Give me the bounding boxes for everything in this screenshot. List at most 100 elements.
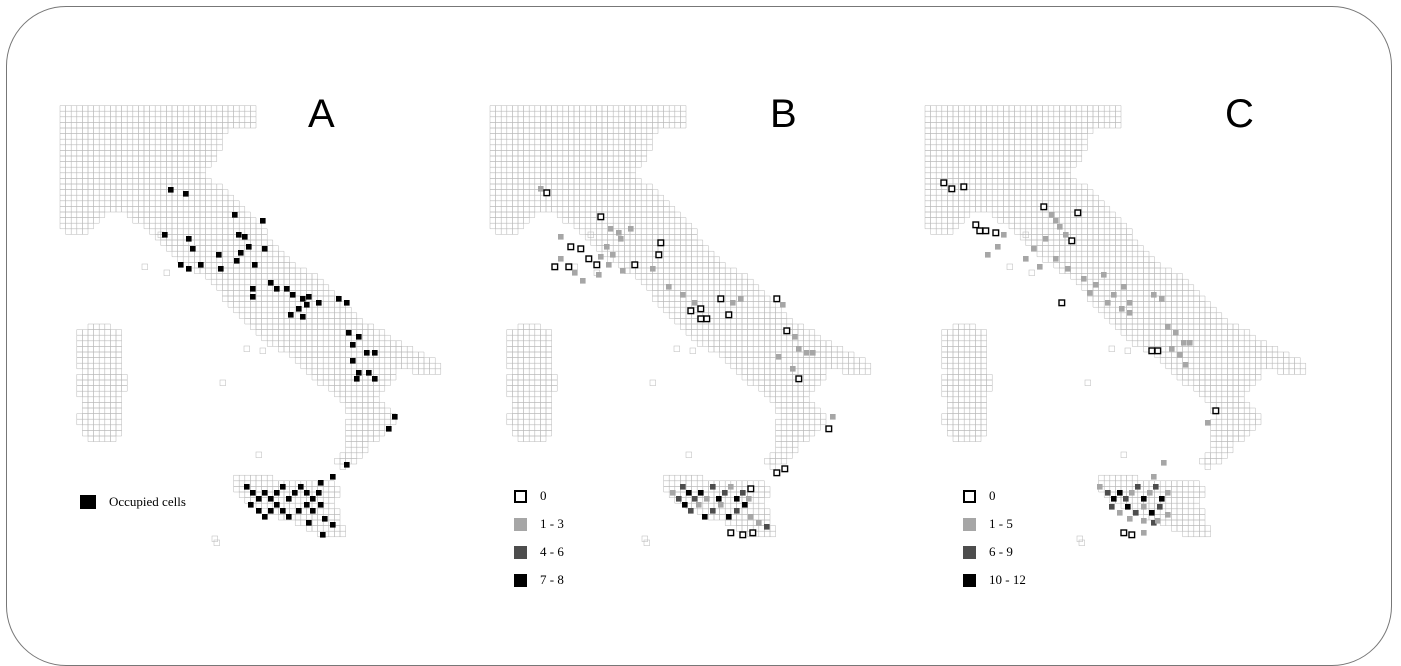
legend-label: 0: [989, 488, 996, 503]
shaded-cell: [1165, 512, 1171, 518]
island-cell: [643, 539, 650, 546]
shaded-cell: [306, 294, 312, 300]
shaded-cell: [580, 278, 586, 284]
island-cell: [1124, 347, 1131, 354]
shaded-cell: [676, 496, 682, 502]
zero-cell: [795, 375, 803, 383]
shaded-cell: [1151, 292, 1157, 298]
shaded-cell: [702, 514, 708, 520]
shaded-cell: [238, 250, 244, 256]
shaded-cell: [620, 268, 626, 274]
grid-lines: [489, 105, 872, 538]
shaded-cell: [198, 262, 204, 268]
shaded-cell: [1123, 496, 1129, 502]
shaded-cell: [1173, 330, 1179, 336]
zero-cell: [567, 243, 575, 251]
shaded-cell: [1097, 484, 1103, 490]
zero-cell: [697, 315, 705, 323]
shaded-cell: [1111, 292, 1117, 298]
shaded-cell: [688, 508, 694, 514]
shaded-cell: [386, 426, 392, 432]
grid-lines: [59, 105, 442, 538]
shaded-cell: [1109, 504, 1115, 510]
shaded-cell: [168, 187, 174, 193]
shaded-cell: [236, 232, 242, 238]
shaded-cell: [692, 300, 698, 306]
shaded-cell: [268, 508, 274, 514]
grid-cells: [489, 105, 872, 538]
zero-cell: [982, 227, 990, 235]
shaded-cell: [1161, 460, 1167, 466]
shaded-cell: [344, 300, 350, 306]
legend-item: 0: [514, 482, 564, 510]
shaded-cell: [1023, 256, 1029, 262]
shaded-cell: [1031, 246, 1037, 252]
zero-cell: [1068, 237, 1076, 245]
shaded-cell: [318, 480, 324, 486]
shaded-cell: [1159, 496, 1165, 502]
shaded-cell: [1081, 276, 1087, 282]
shaded-cell: [734, 496, 740, 502]
shaded-cell: [304, 502, 310, 508]
shaded-cell: [746, 496, 752, 502]
panel-letter-a: A: [308, 92, 335, 136]
shaded-cell: [1141, 496, 1147, 502]
legend-swatch: [514, 573, 527, 587]
shaded-cell: [718, 502, 724, 508]
legend-label: 1 - 5: [989, 516, 1013, 531]
zero-cell: [697, 305, 705, 313]
shaded-cell: [558, 256, 564, 262]
zero-cell: [585, 255, 593, 263]
panel-letter-c: C: [1225, 92, 1254, 136]
shaded-cell: [344, 462, 350, 468]
island-cell: [1022, 231, 1029, 238]
shaded-cell: [604, 244, 610, 250]
shaded-cell: [1057, 224, 1063, 230]
shaded-cell: [1181, 340, 1187, 346]
legend-item: Occupied cells: [80, 488, 186, 516]
legend-b: 0 1 - 3 4 - 6 7 - 8: [514, 482, 564, 594]
shaded-cell: [618, 236, 624, 242]
shaded-cell: [284, 286, 290, 292]
shaded-cell: [252, 262, 258, 268]
shaded-cell: [1133, 510, 1139, 516]
island-cell: [1006, 263, 1013, 270]
grid-lines: [924, 105, 1307, 538]
shaded-cell: [186, 236, 192, 242]
shaded-cell: [356, 370, 362, 376]
island-cell: [689, 347, 696, 354]
shaded-cell: [366, 370, 372, 376]
shaded-cell: [330, 474, 336, 480]
shaded-cell: [796, 346, 802, 352]
shaded-cell: [310, 496, 316, 502]
shaded-cell: [1053, 256, 1059, 262]
shaded-cell: [1153, 484, 1159, 490]
shaded-cell: [710, 508, 716, 514]
shaded-cell: [372, 350, 378, 356]
island-cell: [1028, 269, 1035, 276]
shaded-cell: [830, 414, 836, 420]
shaded-cell: [372, 376, 378, 382]
shaded-cell: [1043, 236, 1049, 242]
shaded-cell: [218, 266, 224, 272]
shaded-cell: [250, 490, 256, 496]
legend-item: 6 - 9: [963, 538, 1026, 566]
shaded-cell: [242, 234, 248, 240]
shaded-cell: [183, 191, 189, 197]
shaded-cell: [804, 350, 810, 356]
map-panel-c: C 0 1 - 5 6 - 9 10 - 12: [865, 0, 1332, 646]
zero-cell: [747, 485, 755, 493]
shaded-cell: [304, 490, 310, 496]
shaded-cell: [610, 252, 616, 258]
shaded-cell: [596, 272, 602, 278]
shaded-cell: [304, 302, 310, 308]
shaded-cell: [286, 496, 292, 502]
island-cell: [1084, 379, 1091, 386]
shaded-cell: [1117, 490, 1123, 496]
legend-swatch: [963, 573, 976, 587]
island-cell: [255, 451, 262, 458]
shaded-cell: [1141, 530, 1147, 536]
shaded-cell: [606, 262, 612, 268]
shaded-cell: [538, 186, 544, 192]
shaded-cell: [232, 212, 238, 218]
